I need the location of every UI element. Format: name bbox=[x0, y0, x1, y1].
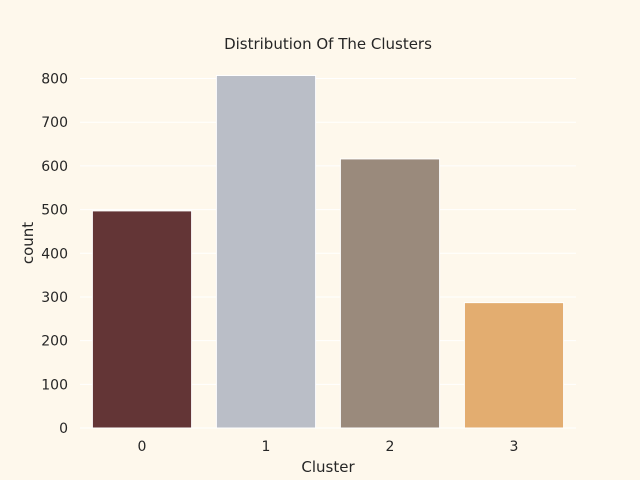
y-tick-label: 300 bbox=[41, 290, 68, 306]
y-tick-label: 500 bbox=[41, 203, 68, 219]
y-tick-label: 200 bbox=[41, 334, 68, 350]
bar-cluster-1 bbox=[215, 74, 317, 429]
x-tick-label: 1 bbox=[262, 439, 271, 455]
y-tick-labels: 0 100 200 300 400 500 600 700 800 bbox=[41, 72, 68, 437]
x-axis-label: Cluster bbox=[301, 458, 355, 476]
x-tick-label: 0 bbox=[138, 439, 147, 455]
bar-cluster-0 bbox=[91, 210, 193, 429]
y-tick-label: 600 bbox=[41, 159, 68, 175]
y-tick-label: 0 bbox=[59, 421, 68, 437]
bar-cluster-2 bbox=[339, 158, 441, 429]
y-tick-label: 800 bbox=[41, 72, 68, 88]
bars bbox=[91, 74, 565, 429]
y-tick-label: 100 bbox=[41, 377, 68, 393]
y-axis-label: count bbox=[19, 222, 37, 264]
y-tick-label: 400 bbox=[41, 246, 68, 262]
x-tick-labels: 0 1 2 3 bbox=[138, 439, 519, 455]
x-tick-label: 3 bbox=[510, 439, 519, 455]
y-tick-label: 700 bbox=[41, 115, 68, 131]
x-tick-label: 2 bbox=[386, 439, 395, 455]
chart-title: Distribution Of The Clusters bbox=[224, 35, 432, 53]
bar-cluster-3 bbox=[463, 302, 565, 429]
